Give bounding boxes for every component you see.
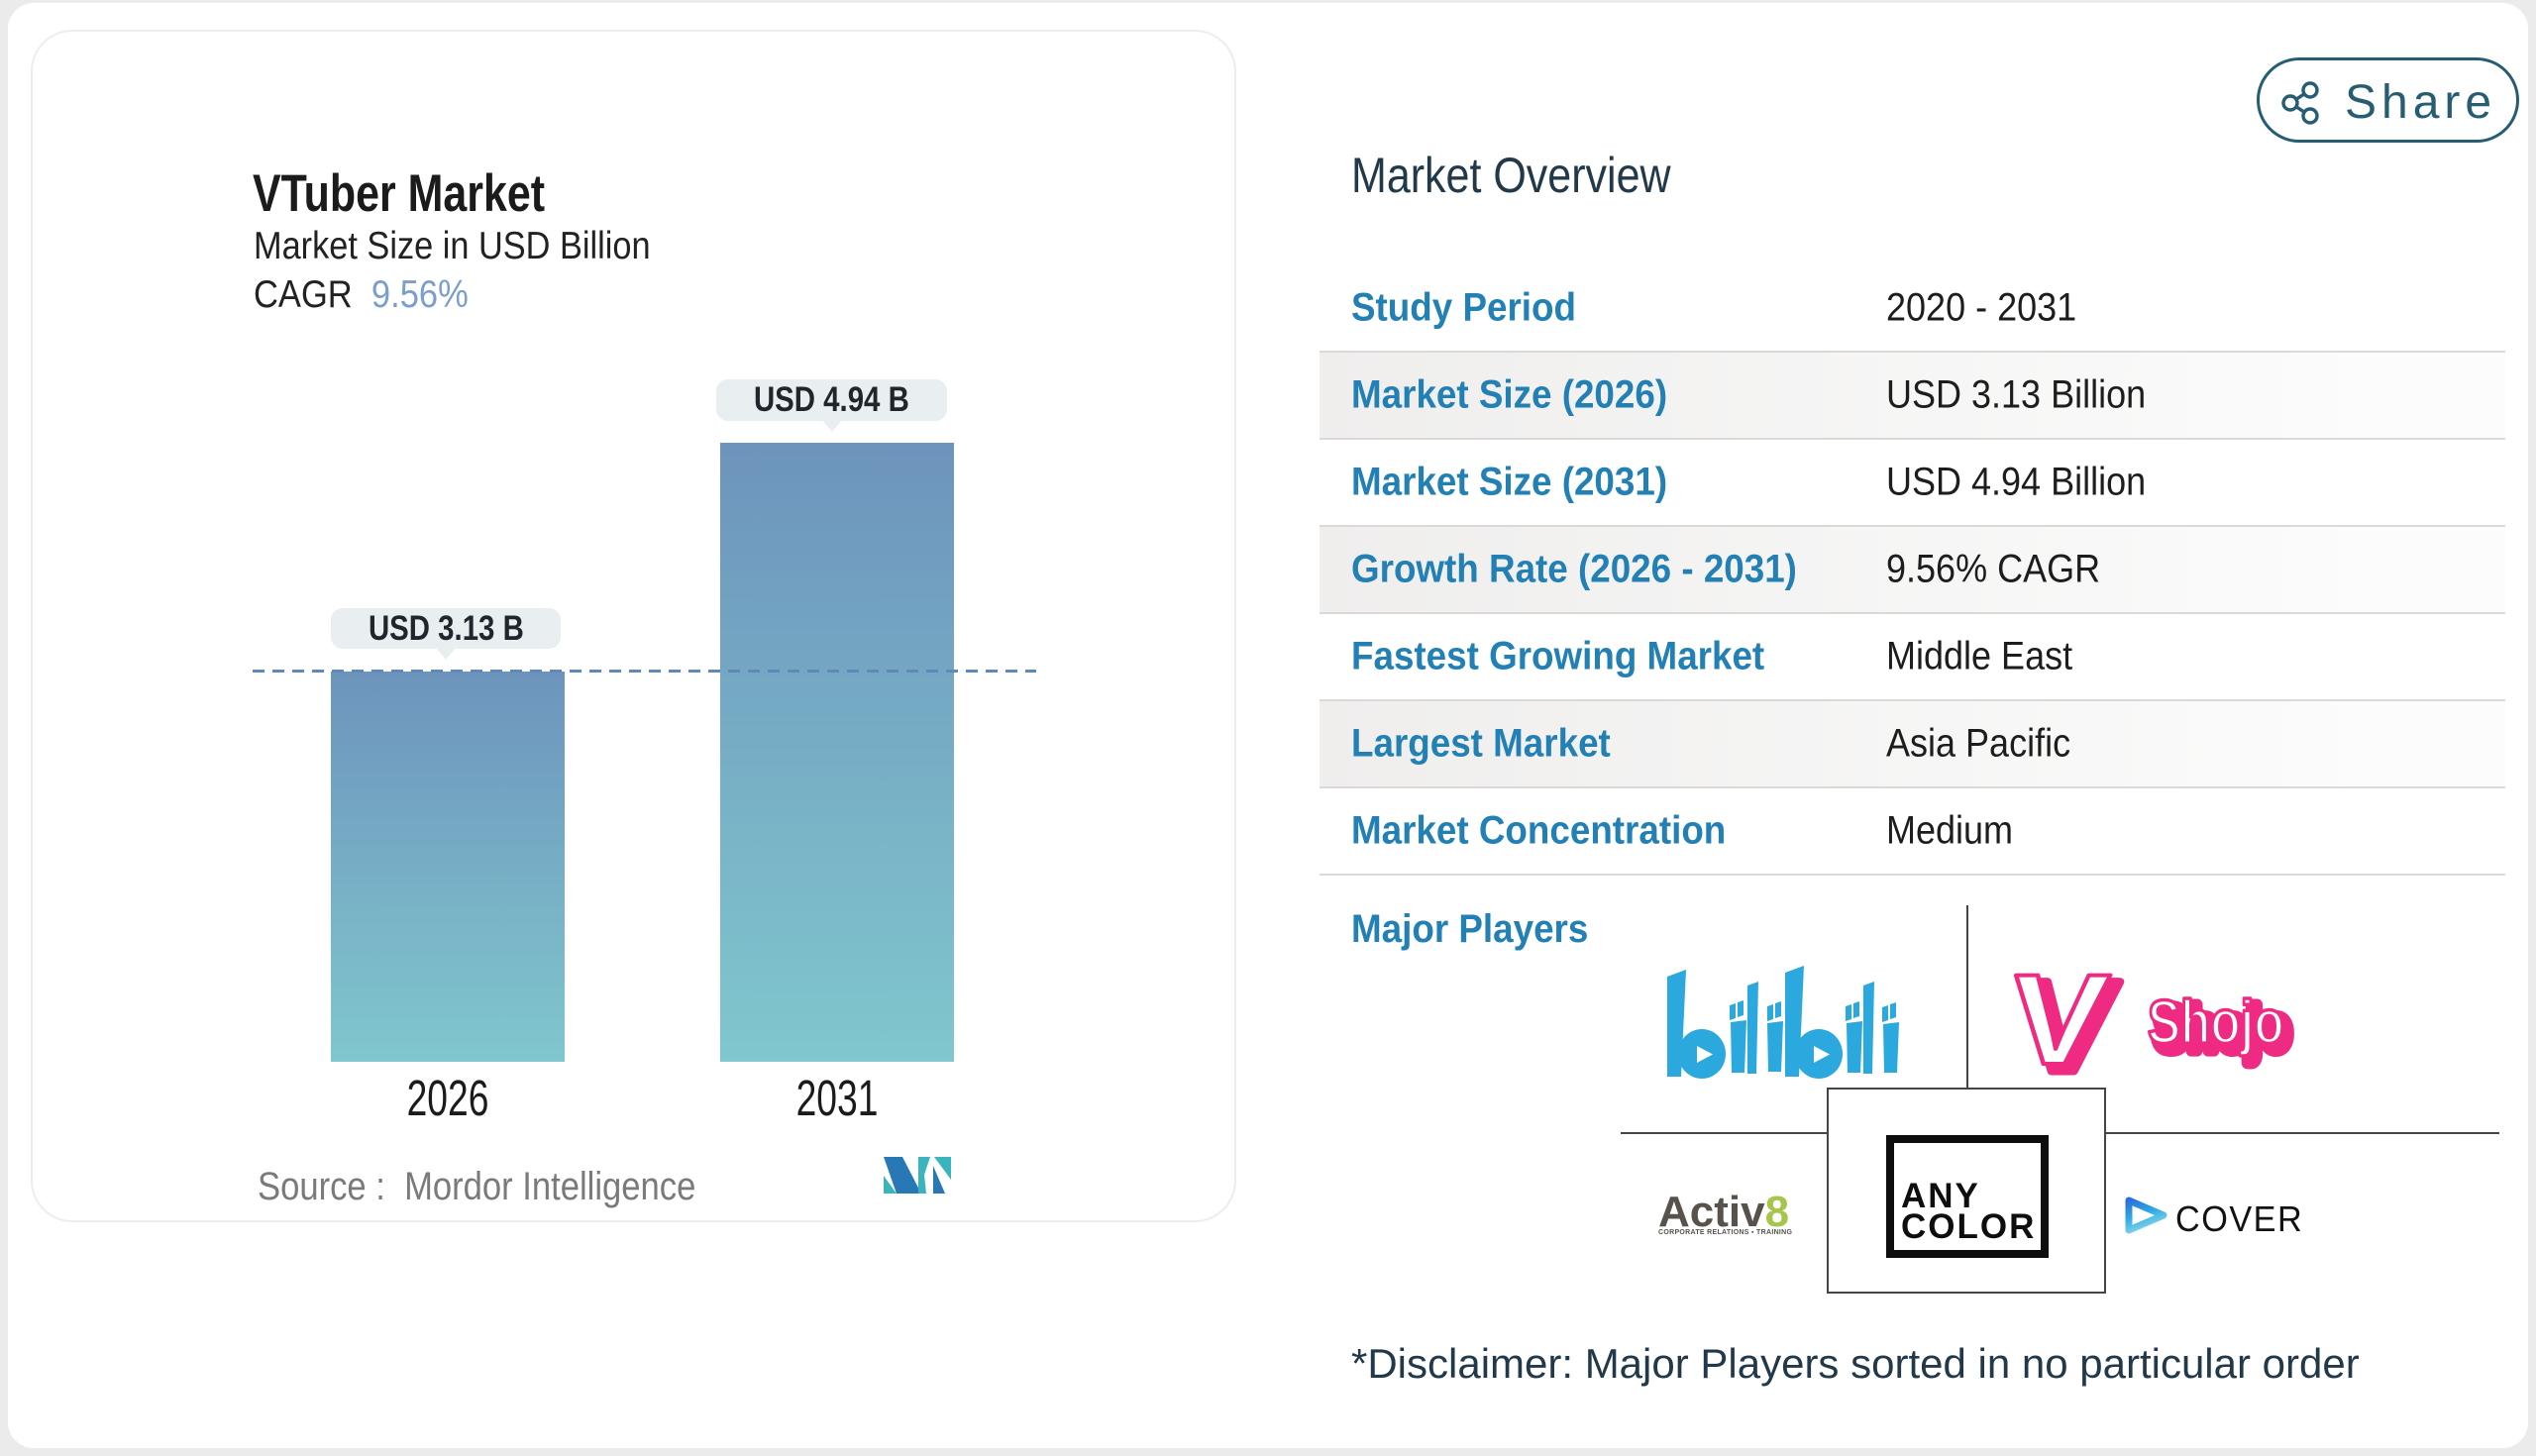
svg-text:V: V bbox=[2012, 955, 2123, 1092]
svg-text:Shojo: Shojo bbox=[2148, 988, 2284, 1057]
svg-text:Shojo: Shojo bbox=[2155, 994, 2291, 1064]
svg-text:V: V bbox=[2009, 949, 2114, 1092]
